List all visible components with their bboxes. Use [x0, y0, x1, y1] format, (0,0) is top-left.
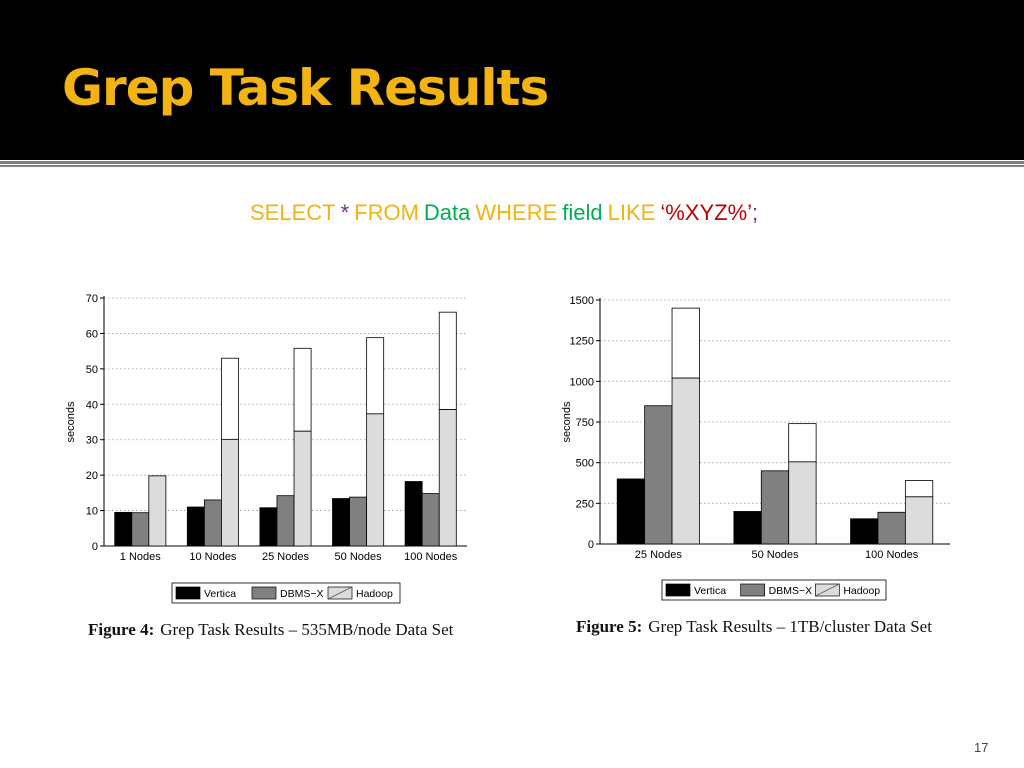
slide-title: Grep Task Results — [62, 59, 549, 117]
y-tick-label: 250 — [576, 498, 594, 510]
legend-label: Hadoop — [843, 585, 880, 597]
y-tick-label: 30 — [86, 435, 98, 447]
legend-label: DBMS−X — [769, 585, 812, 597]
legend-swatch — [175, 586, 201, 600]
x-tick-label: 100 Nodes — [865, 549, 919, 561]
header-rule-bottom — [0, 165, 1024, 167]
y-tick-label: 1250 — [570, 336, 594, 348]
y-tick-label: 0 — [588, 539, 594, 551]
y-tick-label: 1000 — [570, 376, 594, 388]
y-tick-label: 70 — [86, 293, 98, 305]
bar-hadoop — [366, 413, 385, 547]
grep-chart-535mb: 0 10 20 30 40 50 60 70 seconds 1 Nodes 10 Nodes 25 … — [65, 293, 467, 604]
x-tick-label: 50 Nodes — [751, 549, 799, 561]
page-number: 17 — [974, 740, 989, 755]
legend-label: Vertica — [694, 585, 726, 597]
bar-hadoop — [148, 475, 167, 547]
bar-hadoop — [671, 377, 700, 545]
sql-token: LIKE — [607, 200, 656, 225]
bar-hadoop-upper — [788, 423, 817, 463]
bar-hadoop — [221, 438, 239, 547]
x-tick-label: 25 Nodes — [635, 549, 683, 561]
grep-chart-1tb: 0 250 500 750 1000 1250 1500 seconds 25 Nodes 50 … — [561, 295, 950, 601]
sql-token: FROM — [354, 200, 419, 225]
x-tick-label: 10 Nodes — [189, 551, 237, 563]
bar-hadoop — [904, 496, 934, 545]
legend-label: Vertica — [204, 588, 236, 600]
bar-vertica — [259, 507, 278, 547]
legend-swatch — [251, 586, 277, 600]
y-tick-label: 20 — [86, 470, 98, 482]
bar-vertica — [114, 511, 133, 547]
bar-hadoop-upper — [438, 311, 457, 411]
bar-dbms-x — [276, 495, 295, 547]
legend-swatch — [740, 583, 766, 597]
figure-4-label: Figure 4: — [88, 620, 155, 639]
y-tick-label: 40 — [86, 399, 98, 411]
bar-hadoop-upper — [366, 337, 385, 415]
y-tick-label: 50 — [86, 364, 98, 376]
y-tick-label: 60 — [86, 328, 98, 340]
bar-hadoop-upper — [221, 357, 239, 440]
sql-token: SELECT — [250, 200, 336, 225]
y-tick-label: 1500 — [570, 295, 594, 307]
bar-vertica — [404, 481, 423, 547]
bar-vertica — [616, 478, 646, 545]
y-tick-label: 10 — [86, 506, 98, 518]
figure-4-text: Grep Task Results – 535MB/node Data Set — [160, 620, 454, 639]
sql-token: ; — [752, 200, 759, 225]
bar-vertica — [332, 498, 350, 547]
x-tick-label: 100 Nodes — [404, 551, 458, 563]
bar-dbms-x — [877, 511, 906, 545]
sql-token: * — [340, 200, 350, 225]
x-tick-label: 25 Nodes — [262, 551, 310, 563]
legend-swatch — [665, 583, 691, 597]
y-axis-label: seconds — [65, 401, 77, 442]
sql-token: field — [562, 200, 603, 225]
y-axis-label: seconds — [561, 401, 573, 442]
legend-swatch-hatch — [327, 586, 353, 600]
bar-hadoop-upper — [671, 307, 700, 379]
bar-hadoop — [438, 409, 457, 547]
bar-dbms-x — [349, 496, 368, 547]
bar-dbms-x — [131, 512, 150, 547]
x-tick-label: 1 Nodes — [120, 551, 161, 563]
bar-dbms-x — [421, 493, 440, 547]
bar-dbms-x — [644, 405, 673, 545]
bar-vertica — [733, 511, 762, 545]
sql-token: ‘%XYZ%’ — [660, 200, 753, 225]
figure-5: 0 250 500 750 1000 1250 1500 seconds 25 Nodes 50 … — [548, 288, 968, 613]
legend-label: DBMS−X — [280, 588, 323, 600]
bar-hadoop-upper — [293, 347, 312, 432]
sql-token: Data — [423, 200, 471, 225]
legend-swatch-hatch — [815, 583, 840, 597]
y-tick-label: 750 — [576, 417, 594, 429]
bar-hadoop — [788, 461, 817, 545]
header-rule-top — [0, 161, 1024, 164]
bar-dbms-x — [760, 470, 790, 545]
bar-dbms-x — [203, 499, 222, 547]
y-tick-label: 0 — [92, 541, 98, 553]
figure-4: 0 10 20 30 40 50 60 70 seconds 1 Nodes 10 Nodes 25 … — [62, 286, 482, 611]
figure-5-text: Grep Task Results – 1TB/cluster Data Set — [648, 617, 932, 636]
y-tick-label: 500 — [576, 458, 594, 470]
sql-token: WHERE — [475, 200, 558, 225]
figure-4-caption: Figure 4: Grep Task Results – 535MB/node … — [88, 620, 453, 640]
x-tick-label: 50 Nodes — [335, 551, 383, 563]
legend-label: Hadoop — [356, 588, 393, 600]
figure-5-label: Figure 5: — [576, 617, 643, 636]
bar-vertica — [186, 506, 205, 547]
bar-vertica — [850, 518, 879, 545]
sql-query: SELECT * FROM Data WHERE field LIKE ‘%XYZ%’; — [250, 200, 758, 226]
bar-hadoop — [293, 430, 312, 547]
figure-5-caption: Figure 5: Grep Task Results – 1TB/cluster… — [576, 617, 932, 637]
slide-header: Grep Task Results — [0, 0, 1024, 160]
bar-hadoop-upper — [904, 480, 934, 498]
